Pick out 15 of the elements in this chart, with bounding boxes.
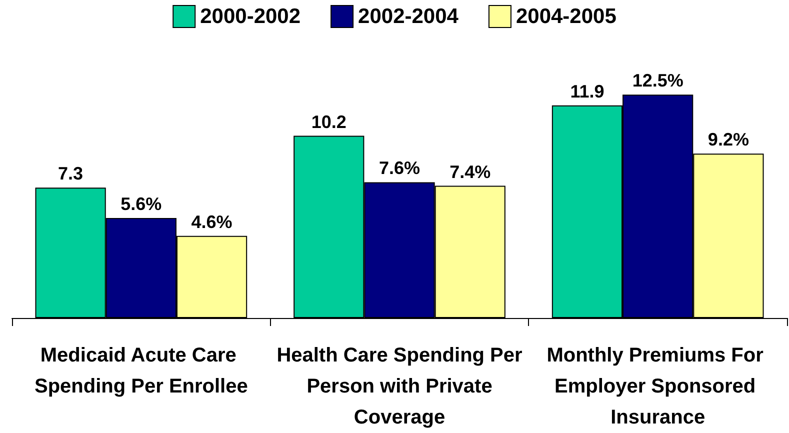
data-label: 4.6%: [191, 212, 232, 232]
data-label: 5.6%: [120, 194, 162, 214]
x-tick-label: Medicaid Acute Care Spending Per Enrollee: [34, 344, 248, 398]
x-tick-label: Monthly Premiums For Employer Sponsored Insurance: [546, 344, 769, 428]
legend-label: 2000-2002: [200, 5, 301, 28]
data-label: 9.2%: [708, 130, 749, 150]
data-label: 7.4%: [450, 162, 491, 182]
legend-label: 2002-2004: [358, 5, 459, 28]
data-label: 12.5%: [632, 70, 684, 91]
data-label: 10.2: [311, 112, 346, 132]
x-tick-label: Health Care Spending Per Person with Private Coverage: [276, 344, 523, 428]
data-label: 11.9: [570, 81, 604, 102]
data-label: 7.3: [58, 164, 84, 184]
data-label: 7.6%: [378, 158, 420, 178]
legend-label: 2004-2005: [516, 5, 617, 28]
